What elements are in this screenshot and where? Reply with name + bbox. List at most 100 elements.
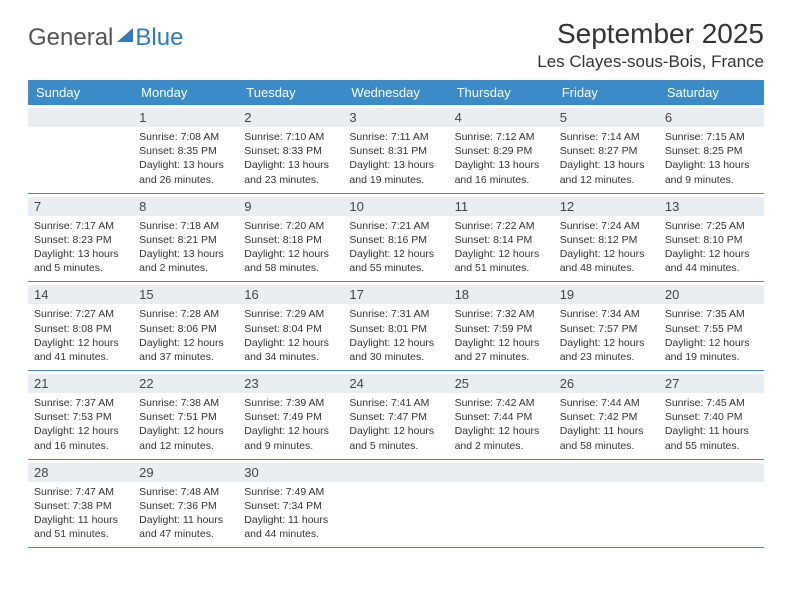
day-details: Sunrise: 7:44 AMSunset: 7:42 PMDaylight:… <box>560 396 653 453</box>
day-number: 6 <box>659 108 764 127</box>
week-row: 1Sunrise: 7:08 AMSunset: 8:35 PMDaylight… <box>28 105 764 194</box>
day-details: Sunrise: 7:10 AMSunset: 8:33 PMDaylight:… <box>244 130 337 187</box>
sunrise-text: Sunrise: 7:41 AM <box>349 396 442 410</box>
day-number: 23 <box>238 374 343 393</box>
sunrise-text: Sunrise: 7:42 AM <box>455 396 548 410</box>
calendar-page: General Blue September 2025 Les Clayes-s… <box>0 0 792 566</box>
day-details: Sunrise: 7:29 AMSunset: 8:04 PMDaylight:… <box>244 307 337 364</box>
logo-triangle-icon <box>117 28 133 42</box>
daylight-text: Daylight: 12 hours and 44 minutes. <box>665 247 758 275</box>
sunset-text: Sunset: 7:34 PM <box>244 499 337 513</box>
sunset-text: Sunset: 7:36 PM <box>139 499 232 513</box>
day-cell <box>343 460 448 548</box>
day-cell: 1Sunrise: 7:08 AMSunset: 8:35 PMDaylight… <box>133 105 238 193</box>
day-cell <box>554 460 659 548</box>
week-row: 28Sunrise: 7:47 AMSunset: 7:38 PMDayligh… <box>28 460 764 549</box>
sunrise-text: Sunrise: 7:17 AM <box>34 219 127 233</box>
day-number: 9 <box>238 197 343 216</box>
day-cell: 16Sunrise: 7:29 AMSunset: 8:04 PMDayligh… <box>238 282 343 370</box>
day-number: 4 <box>449 108 554 127</box>
day-number: 3 <box>343 108 448 127</box>
day-cell: 23Sunrise: 7:39 AMSunset: 7:49 PMDayligh… <box>238 371 343 459</box>
day-number: 8 <box>133 197 238 216</box>
sunrise-text: Sunrise: 7:24 AM <box>560 219 653 233</box>
day-cell: 7Sunrise: 7:17 AMSunset: 8:23 PMDaylight… <box>28 194 133 282</box>
sunset-text: Sunset: 8:23 PM <box>34 233 127 247</box>
day-cell: 18Sunrise: 7:32 AMSunset: 7:59 PMDayligh… <box>449 282 554 370</box>
day-details: Sunrise: 7:18 AMSunset: 8:21 PMDaylight:… <box>139 219 232 276</box>
sunrise-text: Sunrise: 7:38 AM <box>139 396 232 410</box>
day-number: 26 <box>554 374 659 393</box>
sunrise-text: Sunrise: 7:25 AM <box>665 219 758 233</box>
day-number <box>28 108 133 127</box>
day-cell: 13 Sunrise: 7:25 AMSunset: 8:10 PMDayligh… <box>659 194 764 282</box>
day-number: 20 <box>659 285 764 304</box>
day-details: Sunrise: 7:21 AMSunset: 8:16 PMDaylight:… <box>349 219 442 276</box>
sunrise-text: Sunrise: 7:21 AM <box>349 219 442 233</box>
sunset-text: Sunset: 8:21 PM <box>139 233 232 247</box>
day-cell: 2Sunrise: 7:10 AMSunset: 8:33 PMDaylight… <box>238 105 343 193</box>
day-number: 29 <box>133 463 238 482</box>
day-details: Sunrise: 7:35 AMSunset: 7:55 PMDaylight:… <box>665 307 758 364</box>
daylight-text: Daylight: 11 hours and 47 minutes. <box>139 513 232 541</box>
sunrise-text: Sunrise: 7:08 AM <box>139 130 232 144</box>
sunset-text: Sunset: 8:16 PM <box>349 233 442 247</box>
day-number <box>554 463 659 482</box>
daylight-text: Daylight: 12 hours and 23 minutes. <box>560 336 653 364</box>
day-number: 13 <box>659 197 764 216</box>
sunrise-text: Sunrise: 7:35 AM <box>665 307 758 321</box>
sunset-text: Sunset: 7:53 PM <box>34 410 127 424</box>
day-cell: 27Sunrise: 7:45 AMSunset: 7:40 PMDayligh… <box>659 371 764 459</box>
day-cell: 15Sunrise: 7:28 AMSunset: 8:06 PMDayligh… <box>133 282 238 370</box>
sunset-text: Sunset: 7:59 PM <box>455 322 548 336</box>
sunset-text: Sunset: 7:40 PM <box>665 410 758 424</box>
daylight-text: Daylight: 11 hours and 44 minutes. <box>244 513 337 541</box>
sunset-text: Sunset: 8:10 PM <box>665 233 758 247</box>
weekday-saturday: Saturday <box>659 80 764 105</box>
day-number: 12 <box>554 197 659 216</box>
day-details: Sunrise: 7:25 AMSunset: 8:10 PMDaylight:… <box>665 219 758 276</box>
sunrise-text: Sunrise: 7:37 AM <box>34 396 127 410</box>
day-details: Sunrise: 7:08 AMSunset: 8:35 PMDaylight:… <box>139 130 232 187</box>
day-number <box>449 463 554 482</box>
day-number: 14 <box>28 285 133 304</box>
sunset-text: Sunset: 7:51 PM <box>139 410 232 424</box>
sunrise-text: Sunrise: 7:29 AM <box>244 307 337 321</box>
sunrise-text: Sunrise: 7:44 AM <box>560 396 653 410</box>
day-number: 17 <box>343 285 448 304</box>
daylight-text: Daylight: 12 hours and 48 minutes. <box>560 247 653 275</box>
day-cell: 29Sunrise: 7:48 AMSunset: 7:36 PMDayligh… <box>133 460 238 548</box>
day-details: Sunrise: 7:24 AMSunset: 8:12 PMDaylight:… <box>560 219 653 276</box>
week-row: 21Sunrise: 7:37 AMSunset: 7:53 PMDayligh… <box>28 371 764 460</box>
day-number: 22 <box>133 374 238 393</box>
sunset-text: Sunset: 8:29 PM <box>455 144 548 158</box>
day-details: Sunrise: 7:20 AMSunset: 8:18 PMDaylight:… <box>244 219 337 276</box>
day-cell: 17Sunrise: 7:31 AMSunset: 8:01 PMDayligh… <box>343 282 448 370</box>
daylight-text: Daylight: 13 hours and 23 minutes. <box>244 158 337 186</box>
daylight-text: Daylight: 12 hours and 30 minutes. <box>349 336 442 364</box>
day-details: Sunrise: 7:41 AMSunset: 7:47 PMDaylight:… <box>349 396 442 453</box>
logo-text-general: General <box>28 24 113 52</box>
day-details: Sunrise: 7:38 AMSunset: 7:51 PMDaylight:… <box>139 396 232 453</box>
daylight-text: Daylight: 12 hours and 16 minutes. <box>34 424 127 452</box>
daylight-text: Daylight: 12 hours and 27 minutes. <box>455 336 548 364</box>
day-number: 19 <box>554 285 659 304</box>
sunrise-text: Sunrise: 7:12 AM <box>455 130 548 144</box>
day-cell: 30Sunrise: 7:49 AMSunset: 7:34 PMDayligh… <box>238 460 343 548</box>
sunrise-text: Sunrise: 7:47 AM <box>34 485 127 499</box>
daylight-text: Daylight: 12 hours and 19 minutes. <box>665 336 758 364</box>
day-details: Sunrise: 7:47 AMSunset: 7:38 PMDaylight:… <box>34 485 127 542</box>
day-cell: 5Sunrise: 7:14 AMSunset: 8:27 PMDaylight… <box>554 105 659 193</box>
daylight-text: Daylight: 13 hours and 16 minutes. <box>455 158 548 186</box>
day-cell: 3Sunrise: 7:11 AMSunset: 8:31 PMDaylight… <box>343 105 448 193</box>
sunrise-text: Sunrise: 7:39 AM <box>244 396 337 410</box>
daylight-text: Daylight: 12 hours and 34 minutes. <box>244 336 337 364</box>
week-row: 7Sunrise: 7:17 AMSunset: 8:23 PMDaylight… <box>28 194 764 283</box>
day-cell: 22 Sunrise: 7:38 AMSunset: 7:51 PMDayligh… <box>133 371 238 459</box>
daylight-text: Daylight: 12 hours and 2 minutes. <box>455 424 548 452</box>
sunset-text: Sunset: 7:47 PM <box>349 410 442 424</box>
day-cell: 6Sunrise: 7:15 AMSunset: 8:25 PMDaylight… <box>659 105 764 193</box>
day-cell: 20 Sunrise: 7:35 AMSunset: 7:55 PMDayligh… <box>659 282 764 370</box>
sunset-text: Sunset: 7:44 PM <box>455 410 548 424</box>
sunset-text: Sunset: 8:04 PM <box>244 322 337 336</box>
